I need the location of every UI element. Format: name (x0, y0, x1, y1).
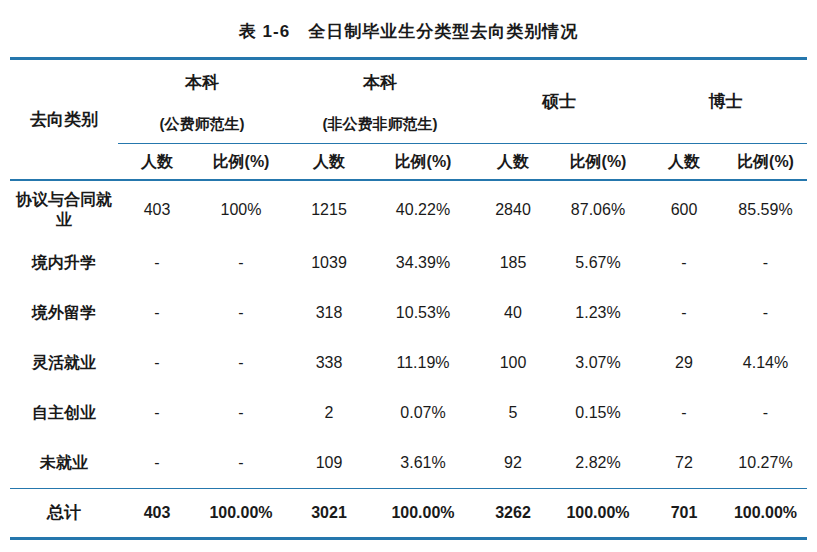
group-header-row: 去向类别 本科 本科 硕士 博士 (10, 60, 807, 105)
total-cell: 3021 (286, 489, 372, 539)
cell: 3.61% (372, 438, 474, 489)
sub-header-row: 人数 比例(%) 人数 比例(%) 人数 比例(%) 人数 比例(%) (10, 144, 807, 181)
cell: 92 (474, 438, 552, 489)
total-cell: 701 (644, 489, 724, 539)
group-header-master: 硕士 (474, 60, 644, 144)
cell: 40.22% (372, 180, 474, 238)
cell: 4.14% (724, 338, 807, 388)
cell: 1039 (286, 238, 372, 288)
cell: - (118, 238, 196, 288)
cell: 1215 (286, 180, 372, 238)
sub-header-count: 人数 (644, 144, 724, 181)
cell: - (644, 288, 724, 338)
cell: 29 (644, 338, 724, 388)
cell: - (724, 288, 807, 338)
cell: - (196, 338, 286, 388)
cell: - (118, 438, 196, 489)
cell: - (196, 438, 286, 489)
row-label: 未就业 (10, 438, 118, 489)
sub-header-count: 人数 (118, 144, 196, 181)
cell: 0.07% (372, 388, 474, 438)
cell: 40 (474, 288, 552, 338)
table-title: 表 1-6 全日制毕业生分类型去向类别情况 (10, 0, 807, 60)
cell: 11.19% (372, 338, 474, 388)
sub-header-ratio: 比例(%) (196, 144, 286, 181)
table-row: 境外留学 - - 318 10.53% 40 1.23% - - (10, 288, 807, 338)
sub-header-count: 人数 (286, 144, 372, 181)
cell: 1.23% (552, 288, 644, 338)
table-row: 境内升学 - - 1039 34.39% 185 5.67% - - (10, 238, 807, 288)
cell: 338 (286, 338, 372, 388)
cell: 185 (474, 238, 552, 288)
cell: - (196, 238, 286, 288)
table-row: 协议与合同就业 403 100% 1215 40.22% 2840 87.06%… (10, 180, 807, 238)
table-body: 协议与合同就业 403 100% 1215 40.22% 2840 87.06%… (10, 180, 807, 539)
group-subtitle-undergrad-funded: (公费师范生) (118, 105, 286, 144)
total-row: 总计 403 100.00% 3021 100.00% 3262 100.00%… (10, 489, 807, 539)
cell: 318 (286, 288, 372, 338)
cell: 100 (474, 338, 552, 388)
cell: - (644, 238, 724, 288)
cell: 2.82% (552, 438, 644, 489)
total-cell: 3262 (474, 489, 552, 539)
cell: - (724, 388, 807, 438)
graduate-destination-table: 去向类别 本科 本科 硕士 博士 (公费师范生) (非公费非师范生) 人数 比例… (10, 60, 807, 540)
document-page: 表 1-6 全日制毕业生分类型去向类别情况 去向类别 本科 本科 硕士 博士 (… (0, 0, 817, 552)
table-row: 未就业 - - 109 3.61% 92 2.82% 72 10.27% (10, 438, 807, 489)
cell: 2840 (474, 180, 552, 238)
cell: 5 (474, 388, 552, 438)
cell: 600 (644, 180, 724, 238)
row-label: 境外留学 (10, 288, 118, 338)
cell: 85.59% (724, 180, 807, 238)
cell: - (196, 288, 286, 338)
total-cell: 100.00% (552, 489, 644, 539)
cell: 403 (118, 180, 196, 238)
total-cell: 100.00% (196, 489, 286, 539)
cell: 10.27% (724, 438, 807, 489)
cell: 72 (644, 438, 724, 489)
cell: 3.07% (552, 338, 644, 388)
cell: 100% (196, 180, 286, 238)
group-header-undergrad-funded: 本科 (118, 60, 286, 105)
total-cell: 100.00% (724, 489, 807, 539)
cell: 0.15% (552, 388, 644, 438)
cell: - (196, 388, 286, 438)
sub-header-ratio: 比例(%) (372, 144, 474, 181)
row-label: 灵活就业 (10, 338, 118, 388)
row-label: 境内升学 (10, 238, 118, 288)
cell: - (118, 388, 196, 438)
table-header: 去向类别 本科 本科 硕士 博士 (公费师范生) (非公费非师范生) 人数 比例… (10, 60, 807, 180)
cell: 5.67% (552, 238, 644, 288)
table-row: 自主创业 - - 2 0.07% 5 0.15% - - (10, 388, 807, 438)
cell: 2 (286, 388, 372, 438)
cell: - (118, 338, 196, 388)
cell: 109 (286, 438, 372, 489)
corner-header: 去向类别 (10, 60, 118, 180)
total-cell: 403 (118, 489, 196, 539)
sub-header-count: 人数 (474, 144, 552, 181)
group-header-doctor: 博士 (644, 60, 807, 144)
row-label: 协议与合同就业 (10, 180, 118, 238)
total-cell: 100.00% (372, 489, 474, 539)
cell: - (118, 288, 196, 338)
total-label: 总计 (10, 489, 118, 539)
row-label: 自主创业 (10, 388, 118, 438)
group-header-undergrad-nonfunded: 本科 (286, 60, 474, 105)
sub-header-ratio: 比例(%) (724, 144, 807, 181)
cell: 10.53% (372, 288, 474, 338)
cell: 87.06% (552, 180, 644, 238)
cell: - (724, 238, 807, 288)
cell: 34.39% (372, 238, 474, 288)
group-subtitle-undergrad-nonfunded: (非公费非师范生) (286, 105, 474, 144)
sub-header-ratio: 比例(%) (552, 144, 644, 181)
cell: - (644, 388, 724, 438)
table-row: 灵活就业 - - 338 11.19% 100 3.07% 29 4.14% (10, 338, 807, 388)
